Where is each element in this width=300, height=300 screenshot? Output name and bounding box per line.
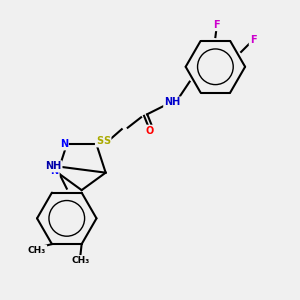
Text: N: N	[51, 166, 59, 176]
Text: F: F	[214, 20, 220, 30]
Text: NH: NH	[164, 98, 180, 107]
Text: CH₃: CH₃	[71, 256, 89, 265]
Text: F: F	[250, 35, 256, 45]
Text: S: S	[96, 136, 103, 146]
Text: NH: NH	[45, 161, 62, 171]
Text: S: S	[103, 136, 110, 146]
Text: CH₃: CH₃	[28, 245, 46, 254]
Text: O: O	[146, 126, 154, 136]
Text: N: N	[60, 140, 68, 149]
